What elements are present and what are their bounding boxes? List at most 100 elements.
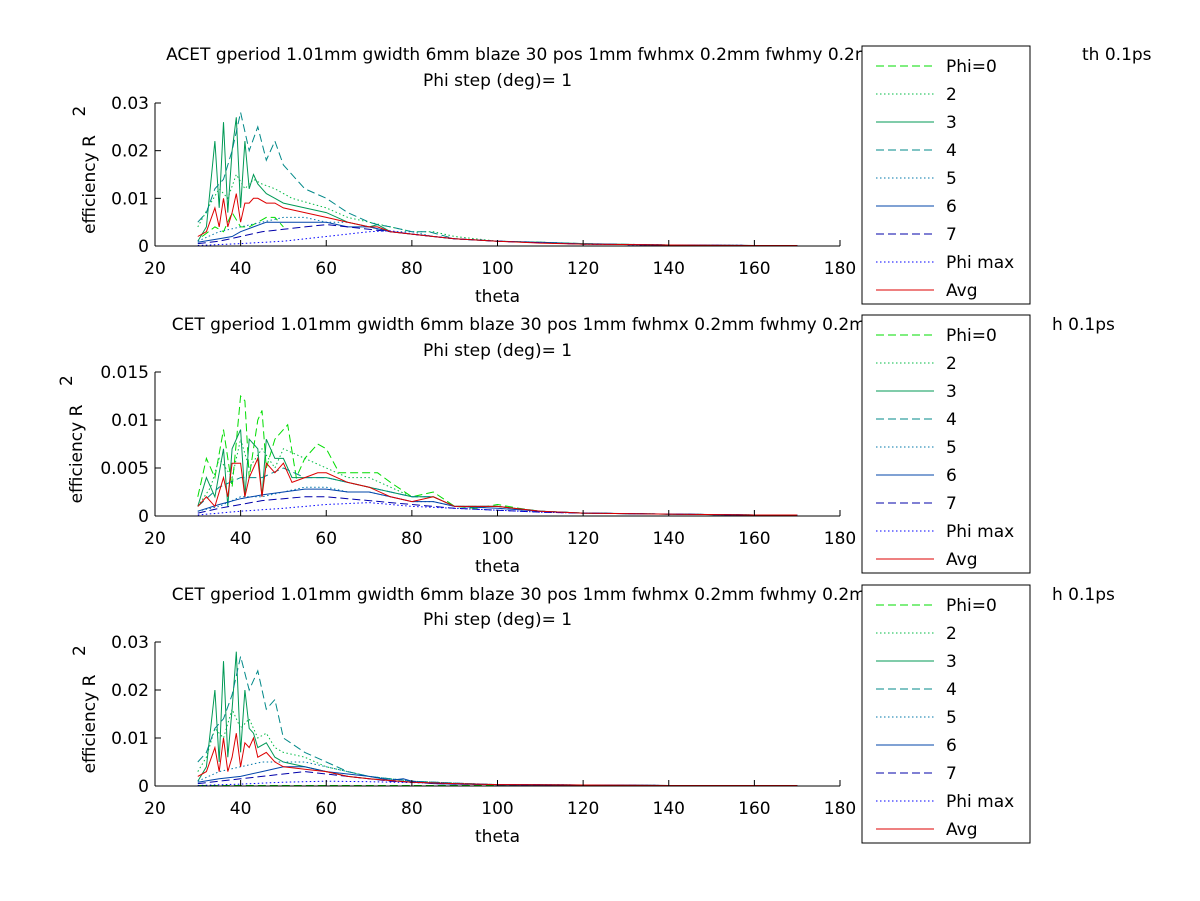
plot-area xyxy=(155,372,840,516)
chart-title-line1: CET gperiod 1.01mm gwidth 6mm blaze 30 p… xyxy=(172,315,973,335)
y-tick-label: 0.01 xyxy=(111,189,149,209)
x-tick-label: 140 xyxy=(653,529,685,549)
x-tick-label: 40 xyxy=(230,259,252,279)
x-tick-label: 80 xyxy=(401,799,423,819)
series-line-9 xyxy=(197,456,798,516)
legend-entry-label: 5 xyxy=(946,169,957,189)
x-tick-label: 180 xyxy=(824,529,856,549)
x-tick-label: 120 xyxy=(567,529,599,549)
legend-entry-label: 6 xyxy=(946,197,957,217)
x-tick-label: 40 xyxy=(230,799,252,819)
y-axis-label: efficiency R xyxy=(67,404,87,503)
y-tick-label: 0.02 xyxy=(111,681,149,701)
legend-entry-label: 7 xyxy=(946,225,957,245)
x-tick-label: 80 xyxy=(401,529,423,549)
legend-box xyxy=(861,45,1031,305)
legend-entry-label: 2 xyxy=(946,85,957,105)
plot-area xyxy=(155,103,840,246)
x-tick-label: 20 xyxy=(144,799,166,819)
y-axis-label-exponent: 2 xyxy=(57,375,77,386)
y-axis-label: efficiency R xyxy=(80,674,100,773)
y-tick-label: 0.02 xyxy=(111,142,149,162)
x-tick-label: 160 xyxy=(738,259,770,279)
x-tick-label: 100 xyxy=(481,529,513,549)
legend-entry-label: Phi=0 xyxy=(946,57,997,77)
legend-entry-label: 2 xyxy=(946,624,957,644)
y-axis-label-exponent: 2 xyxy=(70,106,90,117)
legend: Phi=0 2 3 4 5 6 7 Phi max Avg xyxy=(861,584,1031,844)
chart-title-line2: Phi step (deg)= 1 xyxy=(423,610,572,630)
x-tick-label: 180 xyxy=(824,799,856,819)
x-tick-label: 60 xyxy=(315,259,337,279)
x-tick-label: 100 xyxy=(481,799,513,819)
chart-panel-2: 20 40 60 80 100 120 140 160 180 0 0.005 0.01 0.015 CE… xyxy=(57,315,1115,577)
legend-entry-label: Avg xyxy=(946,281,978,301)
legend-entry-label: 2 xyxy=(946,354,957,374)
y-tick-label: 0.01 xyxy=(111,729,149,749)
x-tick-label: 160 xyxy=(738,529,770,549)
chart-title-line1: ACET gperiod 1.01mm gwidth 6mm blaze 30 … xyxy=(166,45,979,65)
x-tick-label: 180 xyxy=(824,259,856,279)
x-axis-label: theta xyxy=(475,287,520,307)
legend-entry-label: 3 xyxy=(946,382,957,402)
y-axis-label-group: efficiency R 2 xyxy=(57,375,87,503)
x-tick-label: 20 xyxy=(144,259,166,279)
legend-entry-label: 3 xyxy=(946,113,957,133)
y-tick-label: 0 xyxy=(138,237,149,257)
legend-entry-label: 4 xyxy=(946,141,957,161)
legend-entry-label: Avg xyxy=(946,820,978,840)
series-line-9 xyxy=(197,733,798,786)
legend-entry-label: Avg xyxy=(946,550,978,570)
legend-entry-label: Phi max xyxy=(946,792,1014,812)
chart-title-line1: CET gperiod 1.01mm gwidth 6mm blaze 30 p… xyxy=(172,585,973,605)
x-tick-label: 60 xyxy=(315,529,337,549)
chart-title-line2: Phi step (deg)= 1 xyxy=(423,71,572,91)
x-tick-label: 100 xyxy=(481,259,513,279)
legend-entry-label: 7 xyxy=(946,764,957,784)
x-tick-label: 140 xyxy=(653,799,685,819)
x-tick-label: 80 xyxy=(401,259,423,279)
legend-box xyxy=(861,314,1031,574)
y-axis-label: efficiency R xyxy=(80,135,100,234)
x-tick-label: 140 xyxy=(653,259,685,279)
legend-entry-label: Phi=0 xyxy=(946,596,997,616)
series-line-4 xyxy=(197,112,798,246)
legend-entry-label: 6 xyxy=(946,466,957,486)
y-tick-label: 0.03 xyxy=(111,633,149,653)
x-tick-label: 120 xyxy=(567,259,599,279)
series-line-1 xyxy=(197,394,798,516)
chart-panel-3: 20 40 60 80 100 120 140 160 180 0 0.01 0.02 0.03 CET … xyxy=(70,585,1115,847)
plot-area xyxy=(155,642,840,786)
chart-title-line1-tail: th 0.1ps xyxy=(1082,45,1152,65)
x-tick-label: 160 xyxy=(738,799,770,819)
series-line-1 xyxy=(201,211,284,237)
y-tick-label: 0 xyxy=(138,777,149,797)
y-tick-label: 0.01 xyxy=(111,411,149,431)
legend-entry-label: 5 xyxy=(946,708,957,728)
legend-entry-label: Phi max xyxy=(946,253,1014,273)
legend-entry-label: Phi=0 xyxy=(946,326,997,346)
legend-entry-label: 6 xyxy=(946,736,957,756)
chart-title-line1-tail: h 0.1ps xyxy=(1052,585,1115,605)
legend-entry-label: 4 xyxy=(946,410,957,430)
x-axis-label: theta xyxy=(475,827,520,847)
y-tick-label: 0.005 xyxy=(100,459,149,479)
x-tick-label: 60 xyxy=(315,799,337,819)
y-tick-label: 0.015 xyxy=(100,363,149,383)
legend-box xyxy=(861,584,1031,844)
x-tick-label: 20 xyxy=(144,529,166,549)
legend-entry-label: 4 xyxy=(946,680,957,700)
legend-entry-label: 3 xyxy=(946,652,957,672)
y-axis-label-exponent: 2 xyxy=(70,645,90,656)
y-tick-label: 0 xyxy=(138,507,149,527)
x-axis-label: theta xyxy=(475,557,520,577)
chart-title-line1-tail: h 0.1ps xyxy=(1052,315,1115,335)
legend: Phi=0 2 3 4 5 6 7 Phi max Avg xyxy=(861,45,1031,305)
legend-entry-label: 5 xyxy=(946,438,957,458)
legend: Phi=0 2 3 4 5 6 7 Phi max Avg xyxy=(861,314,1031,574)
chart-panel-1: 20 40 60 80 100 120 140 160 180 0 0.01 0.02 0.03 ACET… xyxy=(70,45,1152,307)
x-tick-label: 40 xyxy=(230,529,252,549)
y-tick-label: 0.03 xyxy=(111,94,149,114)
y-axis-label-group: efficiency R 2 xyxy=(70,106,100,234)
